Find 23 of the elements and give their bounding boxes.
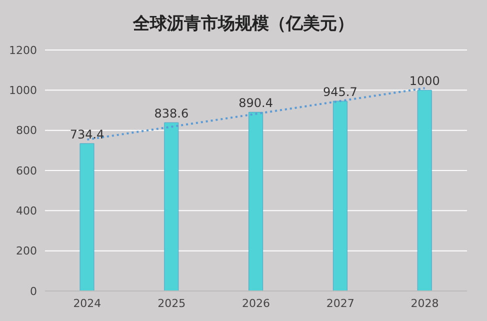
bar xyxy=(417,90,432,291)
data-label: 838.6 xyxy=(154,106,189,121)
bar xyxy=(164,122,179,291)
y-tick-label: 800 xyxy=(16,124,37,138)
y-tick-label: 1200 xyxy=(9,44,37,57)
y-tick-label: 0 xyxy=(30,284,37,298)
data-label: 734.4 xyxy=(70,128,104,142)
data-label: 945.7 xyxy=(323,85,358,100)
x-tick-label: 2026 xyxy=(242,296,270,310)
y-tick-label: 1000 xyxy=(9,84,37,98)
y-tick-label: 400 xyxy=(16,204,37,218)
bar xyxy=(248,112,264,291)
x-tick-label: 2024 xyxy=(73,296,102,310)
y-tick-label: 600 xyxy=(16,164,37,178)
chart-title: 全球沥青市场规模（亿美元） xyxy=(132,13,355,35)
x-tick-label: 2025 xyxy=(158,296,186,310)
data-label: 1000 xyxy=(409,74,440,88)
x-tick-label: 2028 xyxy=(410,296,439,310)
data-label: 890.4 xyxy=(238,96,273,110)
x-tick-label: 2027 xyxy=(326,296,354,310)
bar xyxy=(332,100,348,291)
y-tick-label: 200 xyxy=(16,244,37,258)
bar xyxy=(80,143,94,291)
